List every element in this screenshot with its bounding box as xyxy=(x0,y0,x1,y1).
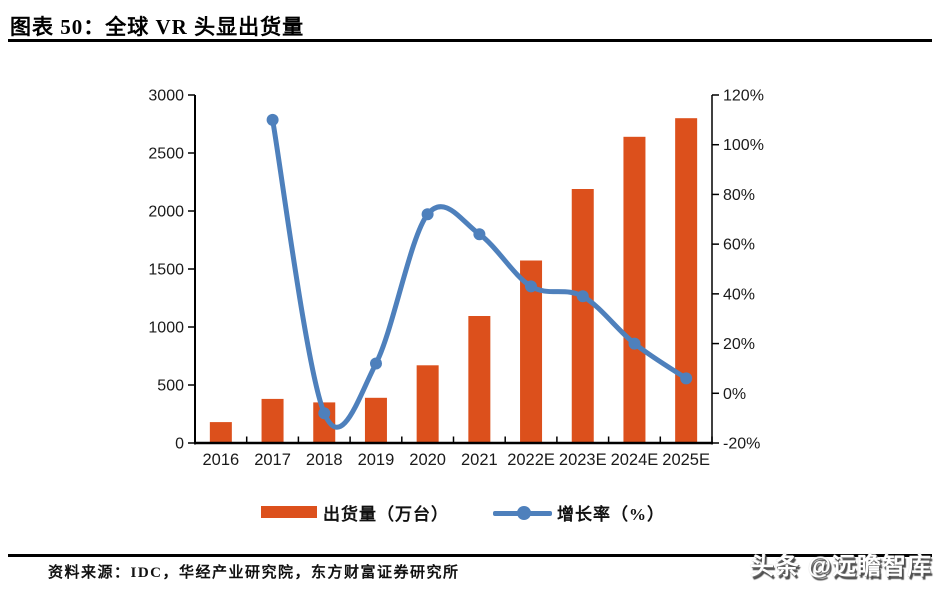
growth-point xyxy=(525,280,537,293)
right-axis-tick-label: -20% xyxy=(723,436,760,453)
growth-line xyxy=(270,117,689,430)
left-axis-tick-label: 1000 xyxy=(148,320,184,337)
right-axis-tick-label: 20% xyxy=(723,336,755,353)
right-axis-tick-label: 60% xyxy=(723,237,755,254)
legend-bar-label: 出货量（万台） xyxy=(323,505,449,524)
right-axis-tick-label: 40% xyxy=(723,286,755,303)
footer-divider xyxy=(8,554,932,557)
growth-point xyxy=(628,337,641,350)
bar-2017 xyxy=(261,398,284,443)
x-axis-label-2024E: 2024E xyxy=(611,451,659,469)
left-axis-tick-label: 3000 xyxy=(148,88,184,105)
legend-line-dot-icon xyxy=(517,506,531,520)
growth-point xyxy=(473,228,486,241)
x-axis-label-2016: 2016 xyxy=(202,451,239,469)
bar-2019 xyxy=(364,397,387,443)
bar-2021 xyxy=(468,316,491,443)
bar-2022E xyxy=(520,260,543,443)
growth-point xyxy=(421,208,434,221)
x-axis-label-2021: 2021 xyxy=(461,451,498,469)
x-axis-label-2022E: 2022E xyxy=(507,451,555,469)
growth-point xyxy=(370,357,382,370)
x-axis-label-2017: 2017 xyxy=(254,451,291,469)
legend-line-label: 增长率（%） xyxy=(557,505,665,524)
growth-point xyxy=(576,290,589,303)
x-axis-label-2019: 2019 xyxy=(358,451,395,469)
right-axis-tick-label: 80% xyxy=(723,187,755,204)
bar-2023E xyxy=(571,189,594,443)
legend-bar-swatch xyxy=(261,506,317,518)
left-axis-tick-label: 0 xyxy=(175,436,184,453)
data-source-note: 资料来源：IDC，华经产业研究院，东方财富证券研究所 xyxy=(48,565,460,581)
title-underline xyxy=(8,39,932,42)
left-axis-tick-label: 500 xyxy=(157,378,184,395)
x-axis-label-2023E: 2023E xyxy=(559,451,607,469)
right-axis-tick-label: 100% xyxy=(723,137,764,154)
x-axis-label-2020: 2020 xyxy=(409,451,446,469)
x-axis-label-2025E: 2025E xyxy=(662,451,710,469)
bar-2020 xyxy=(416,365,439,443)
bar-2016 xyxy=(209,422,232,443)
bar-2025E xyxy=(675,118,698,443)
left-axis-tick-label: 1500 xyxy=(148,262,184,279)
growth-point xyxy=(680,372,693,385)
left-axis-tick-label: 2500 xyxy=(148,146,184,163)
bar-2024E xyxy=(623,136,646,444)
chart-title: 图表 50：全球 VR 头显出货量 xyxy=(10,15,305,39)
x-axis-label-2018: 2018 xyxy=(306,451,343,469)
right-axis-tick-label: 120% xyxy=(723,88,764,105)
growth-point xyxy=(266,113,279,126)
toutiao-yuanzhan-watermark: 头条 @远瞻智库 xyxy=(749,553,932,580)
left-axis-tick-label: 2000 xyxy=(148,204,184,221)
vr-shipments-chart: 0 500 1000 1500 2000 2500 3000 -20% 0% 20% 40% 60% 8… xyxy=(148,88,764,470)
right-axis-tick-label: 0% xyxy=(723,386,746,403)
growth-point xyxy=(318,407,331,420)
